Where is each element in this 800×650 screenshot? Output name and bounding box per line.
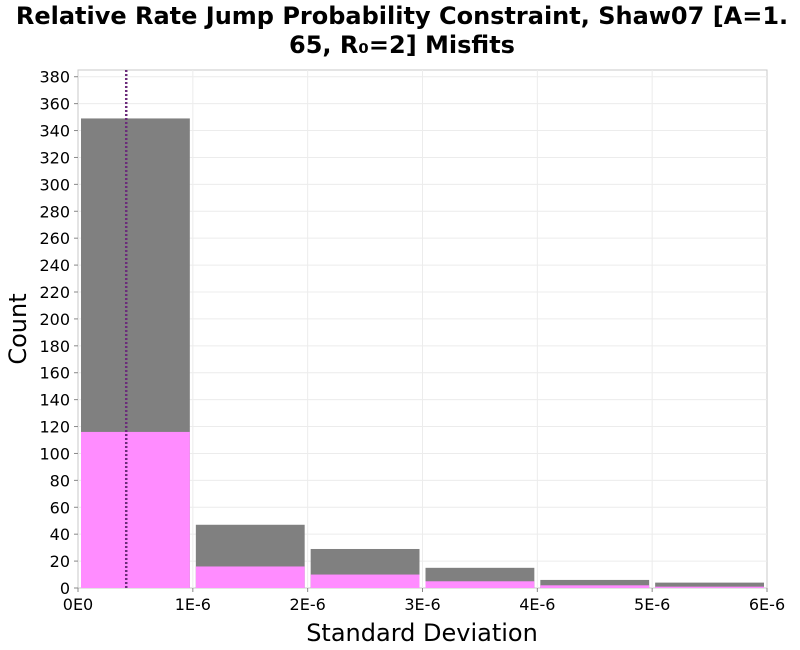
y-tick-label: 100: [39, 444, 70, 463]
y-tick-label: 0: [60, 579, 70, 598]
y-tick-label: 40: [50, 525, 70, 544]
y-tick-label: 160: [39, 364, 70, 383]
y-tick-label: 200: [39, 310, 70, 329]
bar-subset: [81, 431, 190, 588]
y-tick-label: 340: [39, 122, 70, 141]
x-tick-label: 2E-6: [290, 595, 326, 614]
bar-total: [540, 579, 650, 588]
y-tick-label: 360: [39, 95, 70, 114]
y-tick-label: 300: [39, 175, 70, 194]
bar-subset: [310, 574, 420, 588]
chart-title-line-2: 65, R₀=2] Misfits: [289, 31, 515, 59]
y-tick-label: 380: [39, 68, 70, 87]
x-axis-label: Standard Deviation: [306, 619, 538, 647]
x-tick-label: 1E-6: [175, 595, 211, 614]
bars: [81, 118, 764, 588]
x-tick-label: 4E-6: [519, 595, 555, 614]
x-axis-ticks: 0E0 1E-6 2E-6 3E-6 4E-6 5E-6 6E-6: [63, 588, 785, 614]
y-tick-label: 140: [39, 391, 70, 410]
bar-subset: [195, 566, 305, 588]
chart-title-line-1: Relative Rate Jump Probability Constrain…: [16, 2, 788, 30]
y-axis-label: Count: [4, 293, 32, 364]
bar-total: [655, 582, 764, 588]
grid-lines: [78, 70, 767, 588]
bar-subset: [540, 585, 650, 588]
y-tick-label: 220: [39, 283, 70, 302]
bar-subset: [425, 581, 535, 588]
y-axis-ticks: 0 20 40 60 80 100 120 140 160 180 200 220 240 260 280 3…: [39, 68, 78, 598]
y-tick-label: 80: [50, 471, 70, 490]
y-tick-label: 240: [39, 256, 70, 275]
x-tick-label: 5E-6: [634, 595, 670, 614]
y-tick-label: 20: [50, 552, 70, 571]
bar-subset: [655, 586, 764, 588]
y-tick-label: 320: [39, 148, 70, 167]
y-tick-label: 260: [39, 229, 70, 248]
y-tick-label: 60: [50, 498, 70, 517]
x-tick-label: 6E-6: [749, 595, 785, 614]
y-tick-label: 120: [39, 418, 70, 437]
y-tick-label: 180: [39, 337, 70, 356]
y-tick-label: 280: [39, 202, 70, 221]
x-tick-label: 0E0: [63, 595, 93, 614]
x-tick-label: 3E-6: [404, 595, 440, 614]
